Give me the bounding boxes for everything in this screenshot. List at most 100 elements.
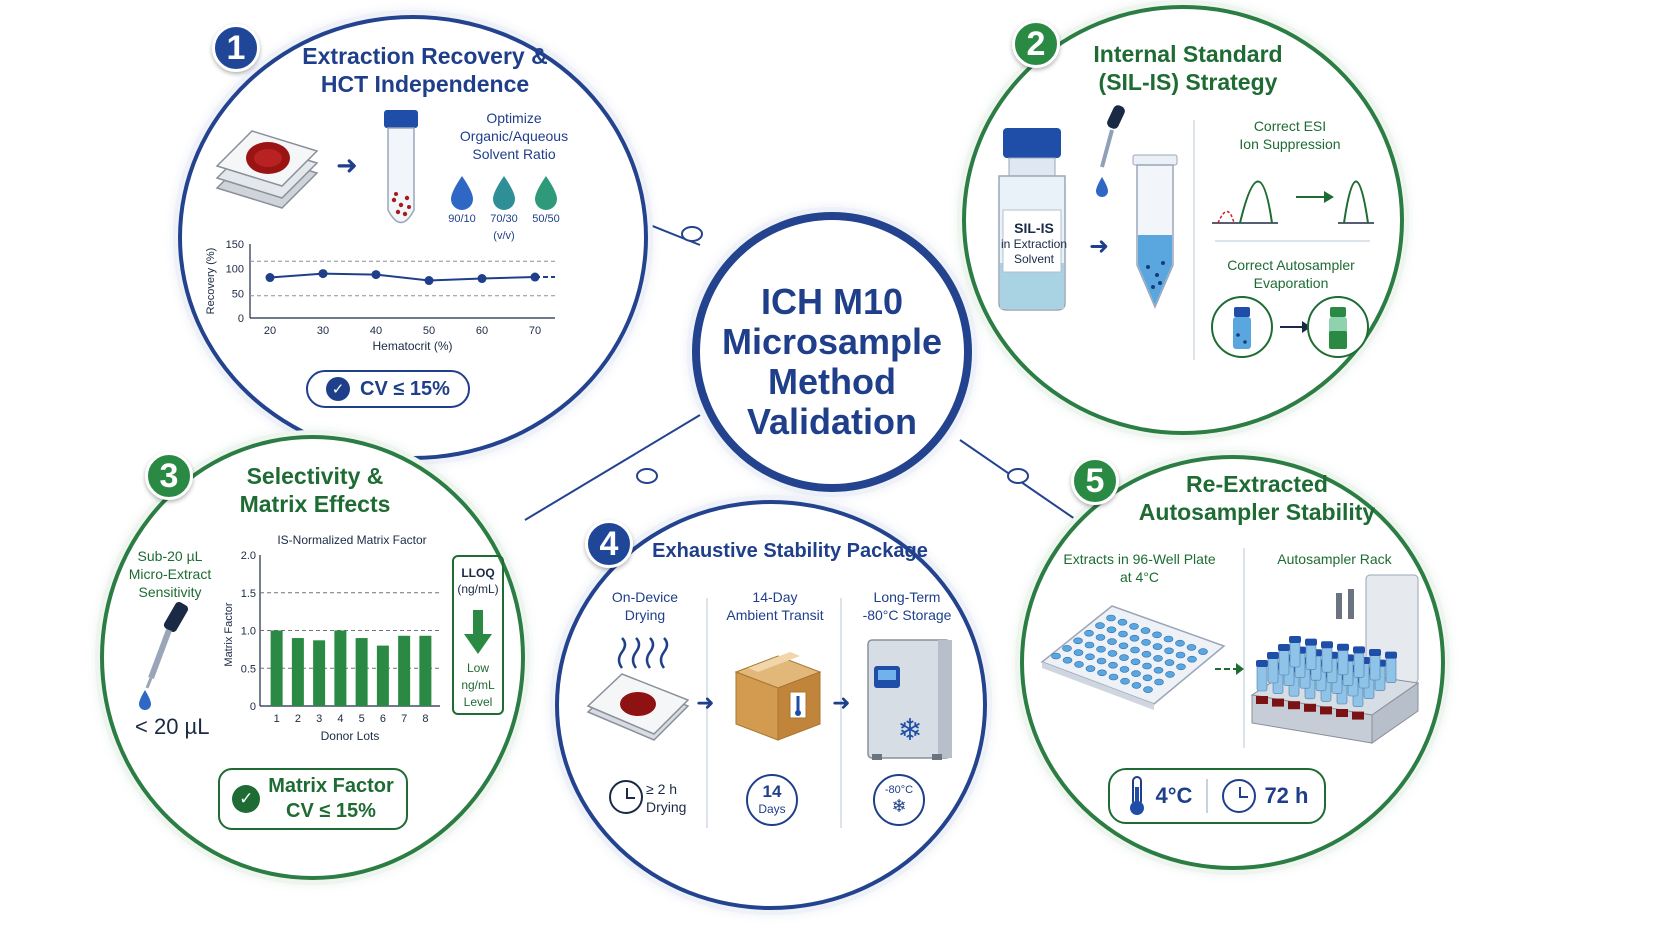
rack-vial [1369,653,1381,681]
rack-slot [1320,706,1332,715]
y-tick-label: 1.5 [241,588,256,600]
transit-days-badge: 14 Days [746,774,798,826]
rack-vial [1289,640,1301,668]
y-tick-label: 1.0 [241,626,256,638]
well [1117,618,1128,626]
well [1097,669,1107,677]
y-tick-label: 2.0 [241,550,256,562]
dried-spot-card-icon [586,673,690,741]
panel-5-title: Re-Extracted Autosampler Stability [1138,471,1376,525]
arrow-icon: ➜ [336,150,358,180]
well [1154,678,1164,686]
well [1118,630,1128,638]
well [1120,677,1130,685]
center-title: ICH M10 Microsample Method Validation [721,281,943,442]
plate-base [1040,605,1226,705]
y-axis-label: Matrix Factor [223,602,235,667]
well [1073,637,1083,645]
well [1107,650,1118,657]
ratio-unit: (v/v) [493,230,515,242]
arrow-down-icon [464,610,492,654]
arrow-icon: ➜ [696,690,715,715]
y-tick-label: 0.5 [241,663,256,675]
well [1140,627,1151,634]
well [1175,639,1185,647]
step-storage-label: Long-Term -80°C Storage [862,589,952,623]
rack-vial-cap [1385,651,1397,659]
well [1107,638,1117,645]
well [1129,623,1139,630]
well [1164,647,1174,655]
matrix-factor-bar [291,638,304,706]
sil-is-vial-icon [998,128,1066,311]
well [1096,645,1106,653]
storage-temp-badge: -80°C ❄ [873,774,925,826]
well [1143,686,1153,693]
autosampler-needle [1348,589,1354,619]
plate-label: Extracts in 96-Well Plate at 4°C [1063,551,1216,585]
step-transit-label: 14-Day Ambient Transit [726,589,824,623]
well [1141,650,1152,658]
x-axis-label: Hematocrit (%) [372,339,452,353]
well [1164,659,1175,666]
panel-4-title: Exhaustive Stability Package [652,540,928,562]
pipette-icon [139,601,189,710]
well [1108,673,1119,681]
plate-side [1042,662,1154,710]
x-tick-label: 7 [401,713,407,725]
well [1085,665,1096,672]
well [1051,652,1061,660]
divider [1193,120,1195,360]
y-tick-label: 0 [250,701,256,713]
svg-text:❄: ❄ [897,713,922,748]
well [1074,661,1084,668]
shipping-box-icon [734,652,822,741]
x-tick-label: 6 [380,713,386,725]
rack-tray-side [1371,682,1419,744]
x-tick-label: 40 [370,325,382,337]
rack-vial-cap [1267,652,1279,659]
cv-result-badge: ✓ CV ≤ 15% [306,370,470,408]
rack-vial [1353,651,1365,678]
center-hub [692,212,972,492]
rack-label: Autosampler Rack [1277,551,1392,567]
rack-vial-cap [1353,646,1365,654]
rack-vial [1278,648,1290,676]
recovery-point [477,274,487,284]
solvent-drops-icon [451,176,557,210]
recovery-point [318,269,328,279]
volume-label: < 20 µL [135,714,210,739]
well [1175,651,1186,659]
matrix-factor-bar [334,630,347,706]
connector-node [1007,468,1029,484]
well [1095,622,1105,629]
clock-icon [609,780,643,814]
divider [1243,548,1245,748]
dropper-icon [1096,105,1125,197]
panel-3-circle [100,435,525,880]
rack-vial-cap [1278,644,1290,651]
well [1163,635,1174,643]
well [1142,674,1153,682]
x-tick-label: 70 [529,325,541,337]
lloq-level-label: Low ng/mL Level [461,661,495,709]
well [1062,656,1073,664]
rack-vial [1256,664,1268,692]
x-tick-label: 1 [274,713,280,725]
connector-node [636,468,658,484]
well [1165,671,1175,678]
autosampler-needle [1336,593,1342,619]
well [1129,634,1140,642]
well [1152,631,1162,639]
centrifuge-tube-icon [1132,154,1178,309]
rack-slot [1272,698,1284,707]
snowflake-icon: ❄ [891,796,907,817]
autosampler-rack-icon [1250,574,1420,744]
well [1096,657,1107,665]
lloq-label: LLOQ (ng/mL) [457,566,499,596]
well [1084,629,1094,637]
solvent-ratio-label: Optimize Organic/Aqueous Solvent Ratio [459,110,569,162]
dried-blood-spot-card-icon [215,130,319,209]
x-tick-label: 20 [264,325,276,337]
well [1141,639,1151,646]
